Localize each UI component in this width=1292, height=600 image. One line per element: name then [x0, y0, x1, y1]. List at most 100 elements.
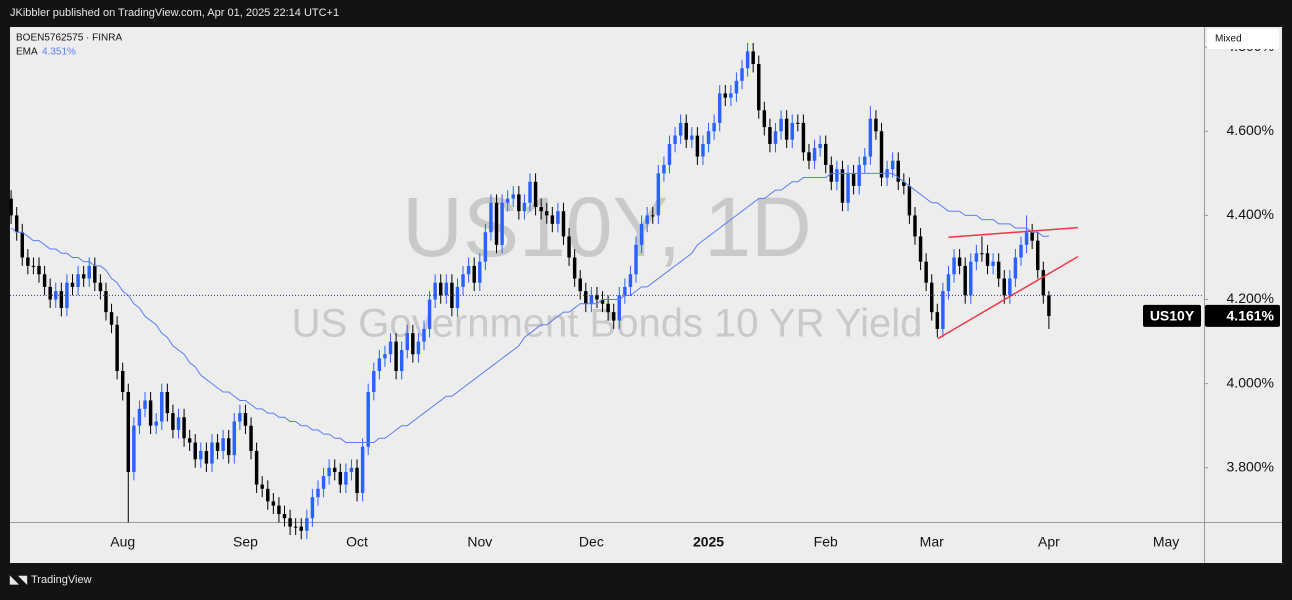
candle-body: [154, 421, 158, 426]
candle-body: [918, 236, 923, 262]
candle-body: [734, 80, 739, 94]
candle-body: [14, 215, 19, 233]
candle-body: [863, 156, 867, 165]
candle-body: [868, 118, 873, 157]
candle-body: [332, 467, 337, 472]
candle-body: [572, 257, 577, 279]
candle-body: [818, 143, 822, 149]
candle-body: [500, 202, 504, 245]
candle-body: [595, 295, 599, 300]
candle-body: [556, 211, 560, 224]
candle-body: [76, 274, 80, 287]
candle-body: [87, 265, 91, 279]
candle-body: [260, 484, 264, 489]
candle-body: [165, 392, 170, 414]
symbol-legend: BOEN5762575 · FINRA: [16, 33, 122, 44]
x-tick-label: Oct: [346, 534, 368, 550]
y-tick-label: 3.800%: [1227, 458, 1274, 474]
candle-body: [65, 282, 69, 308]
candle-body: [288, 518, 292, 527]
watermark-title: US10Y, 1D: [402, 180, 811, 274]
x-tick-label: 2025: [693, 534, 724, 550]
candle-body: [349, 467, 354, 472]
candle-body: [662, 164, 666, 174]
candle-body: [1013, 257, 1018, 279]
candle-body: [924, 261, 928, 283]
candle-body: [706, 131, 711, 144]
x-tick-label: Mar: [920, 534, 944, 550]
candle-body: [321, 476, 326, 489]
candle-body: [796, 122, 800, 124]
candle-body: [366, 392, 370, 447]
candle-body: [851, 173, 856, 186]
candle-body: [232, 421, 237, 456]
candle-body: [1024, 232, 1029, 245]
candle-body: [266, 488, 270, 502]
candle-body: [466, 265, 471, 275]
candle-body: [433, 282, 437, 300]
candle-body: [639, 223, 644, 245]
candle-body: [684, 122, 688, 140]
candle-body: [176, 417, 181, 430]
candle-body: [249, 425, 253, 451]
candle-body: [494, 202, 499, 245]
candle-body: [768, 127, 772, 144]
candle-body: [801, 122, 806, 153]
candle-body: [690, 135, 694, 140]
last-price-box: [1205, 304, 1280, 327]
x-tick-label: Apr: [1038, 534, 1060, 550]
candle-body: [656, 173, 661, 216]
candle-body: [210, 442, 214, 464]
candle-body: [344, 471, 348, 485]
candle-body: [70, 282, 75, 287]
candle-body: [846, 173, 850, 203]
scale-mode-box: [1207, 29, 1279, 49]
candle-body: [416, 341, 421, 355]
candle-body: [372, 371, 376, 393]
candle-body: [935, 312, 940, 329]
candle-body: [757, 64, 761, 111]
candle-body: [1036, 240, 1040, 271]
candle-body: [963, 265, 967, 296]
candle-body: [929, 282, 934, 313]
candle-body: [533, 181, 538, 207]
candle-body: [890, 160, 895, 170]
candle-body: [729, 93, 733, 98]
candle-body: [282, 514, 287, 519]
candle-body: [857, 164, 861, 186]
candle-body: [545, 211, 549, 216]
scale-mode[interactable]: Mixed: [1215, 34, 1242, 45]
candle-body: [952, 257, 956, 275]
candle-body: [667, 143, 672, 165]
last-price-label: 4.161%: [1227, 308, 1275, 324]
candle-body: [717, 93, 722, 123]
candle-body: [405, 333, 409, 350]
candle-body: [762, 110, 767, 128]
y-tick-label: 4.400%: [1227, 206, 1274, 222]
candle-body: [712, 122, 716, 132]
candle-body: [773, 131, 778, 144]
candle-body: [617, 295, 622, 321]
candle-body: [790, 122, 794, 140]
candle-body: [388, 341, 393, 355]
candle-body: [957, 257, 962, 266]
candle-body: [1041, 270, 1046, 296]
candle-body: [745, 51, 750, 69]
candle-body: [941, 291, 945, 329]
candle-body: [695, 135, 700, 157]
candle-body: [305, 518, 309, 531]
candle-body: [143, 400, 147, 409]
publisher-line: JKibbler published on TradingView.com, A…: [10, 7, 339, 19]
candle-body: [171, 413, 175, 430]
candle-body: [93, 265, 97, 283]
candle-body: [293, 526, 298, 528]
candle-body: [517, 194, 521, 212]
candle-body: [578, 278, 582, 292]
candle-body: [980, 253, 984, 255]
candle-body: [455, 286, 460, 308]
candle-body: [355, 467, 359, 493]
y-tick-label: 4.200%: [1227, 290, 1274, 306]
candle-body: [277, 505, 281, 515]
candle-body: [511, 194, 515, 199]
candle-body: [132, 425, 136, 472]
